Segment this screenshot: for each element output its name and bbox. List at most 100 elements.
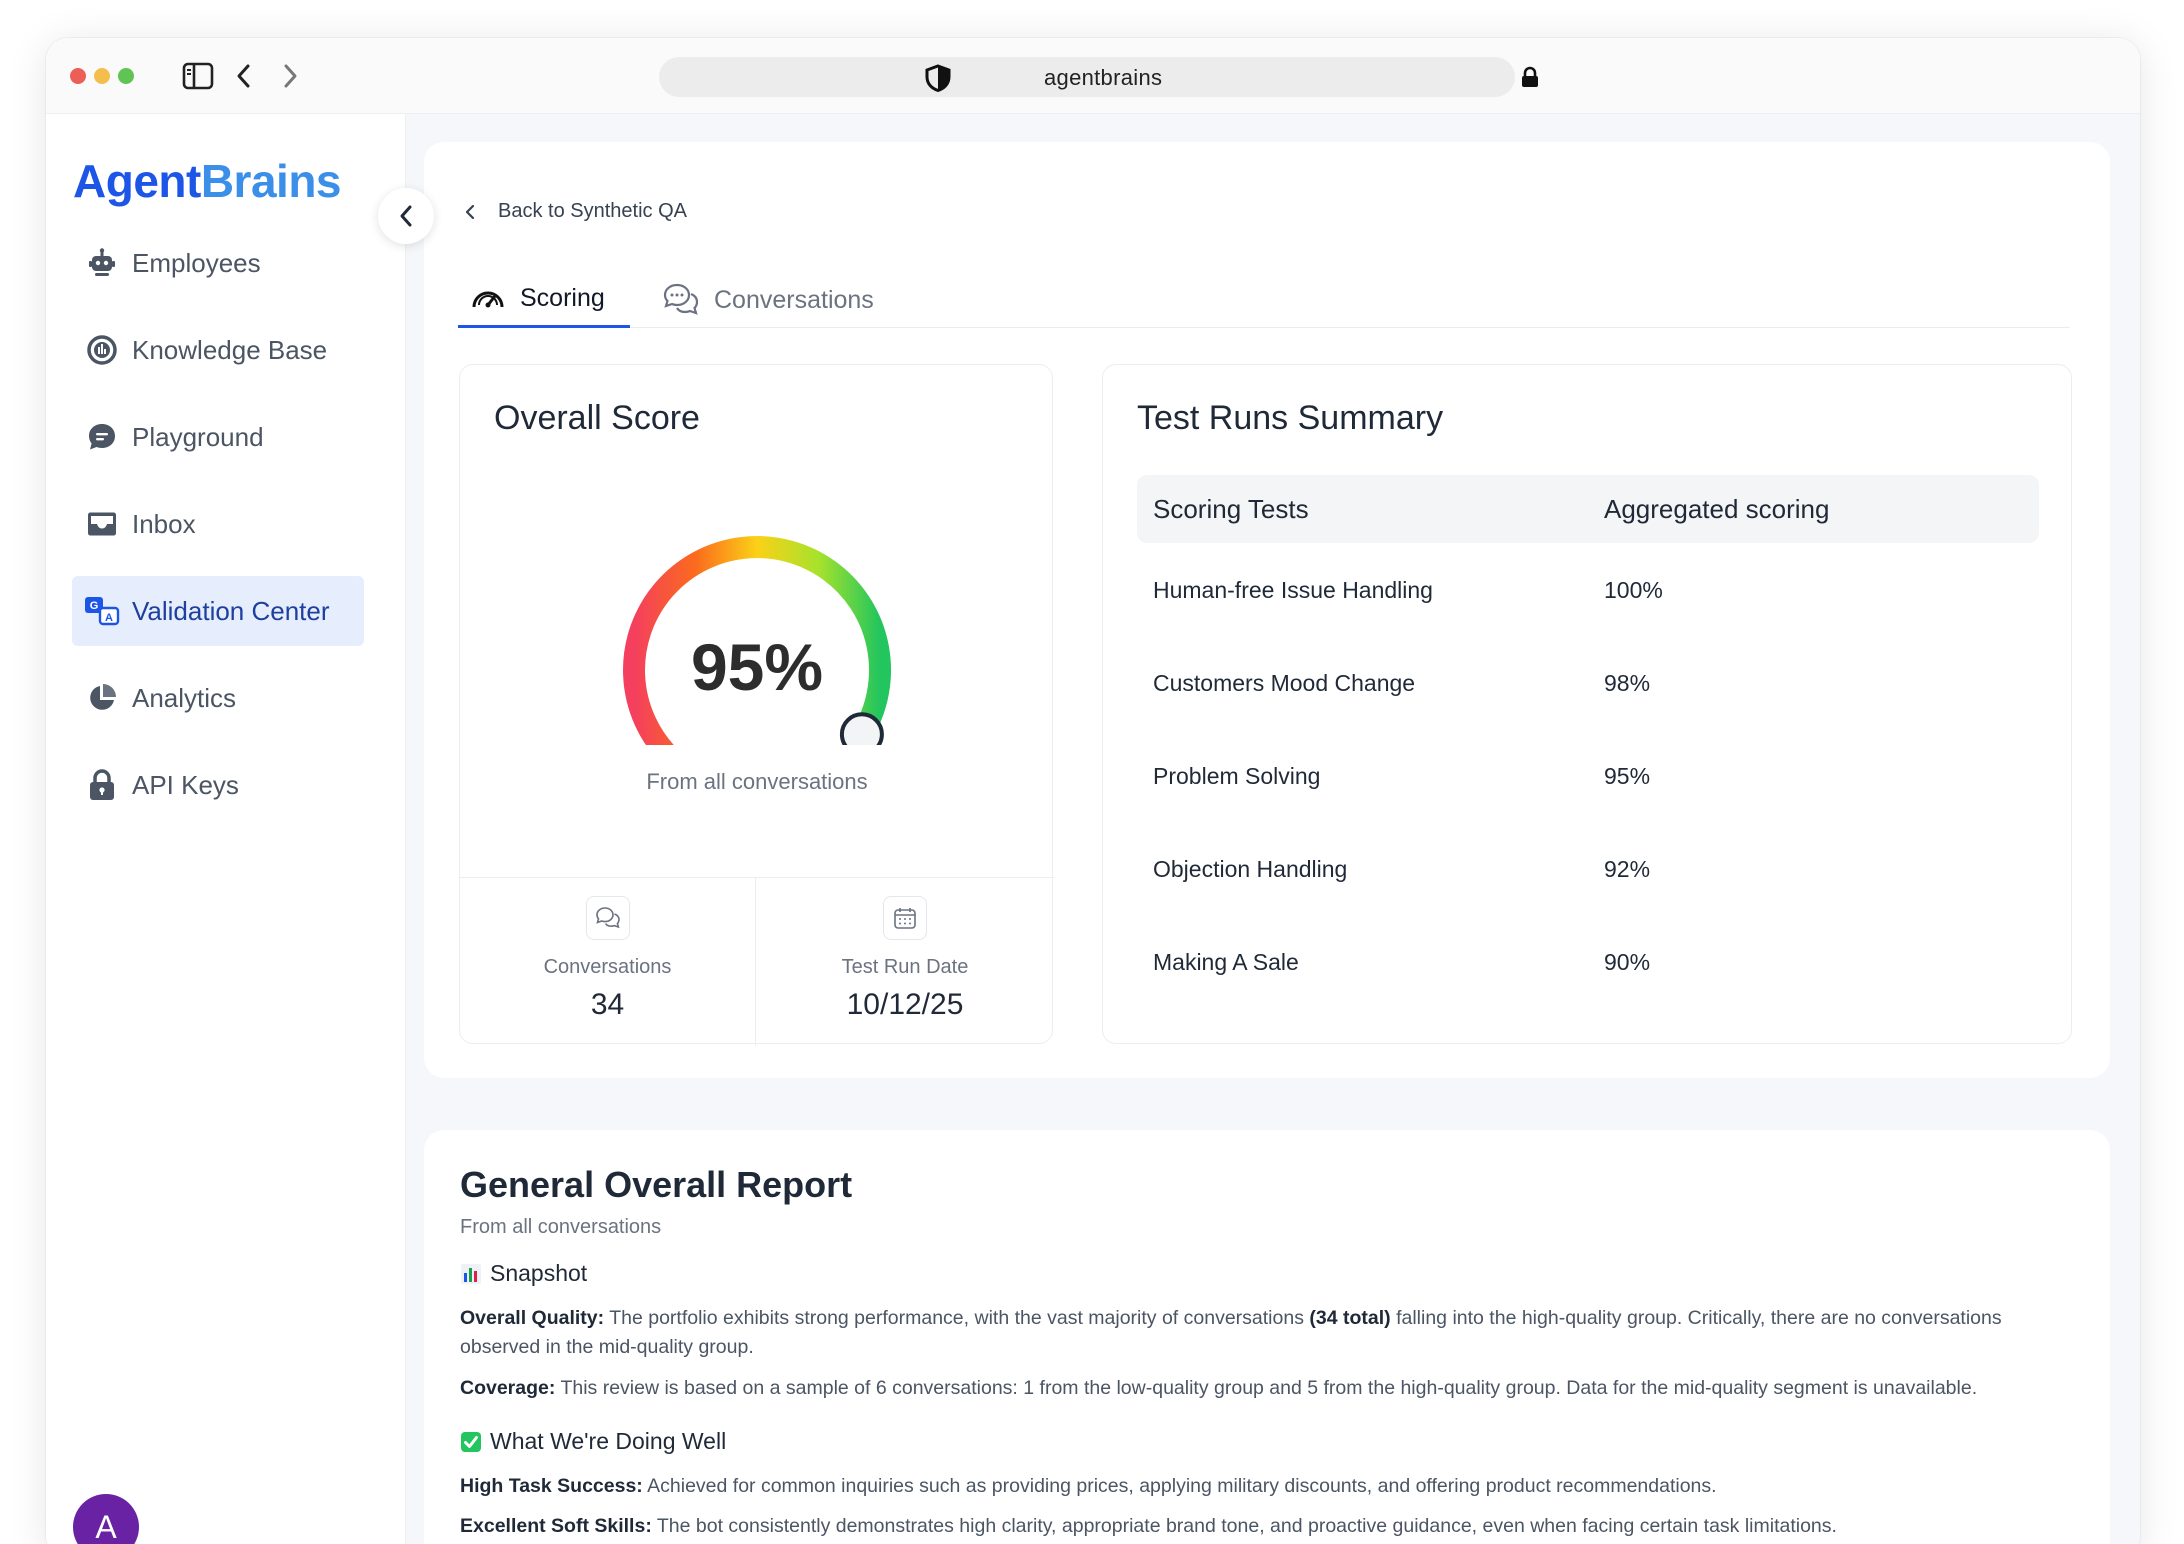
task-success-label: High Task Success: (460, 1475, 643, 1497)
conversations-stat: Conversations 34 (460, 878, 756, 1046)
knowledge-icon (72, 334, 132, 366)
check-mark-icon (460, 1431, 482, 1453)
overall-quality-paragraph: Overall Quality: The portfolio exhibits … (460, 1304, 2080, 1362)
test-run-date-stat: Test Run Date 10/12/25 (757, 878, 1053, 1046)
sidebar-item-label: API Keys (132, 770, 239, 801)
test-name: Human-free Issue Handling (1153, 577, 1433, 604)
calendar-icon (883, 896, 927, 940)
shield-icon (923, 63, 953, 98)
sidebar-item-api-keys[interactable]: API Keys (72, 750, 364, 820)
minimize-window-button[interactable] (94, 68, 110, 84)
forward-arrow-icon[interactable] (272, 58, 308, 94)
stat-value: 10/12/25 (757, 988, 1053, 1022)
test-score: 90% (1604, 949, 1650, 976)
coverage-label: Coverage: (460, 1377, 555, 1399)
doing-well-heading-text: What We're Doing Well (490, 1428, 726, 1455)
soft-skills-text: The bot consistently demonstrates high c… (657, 1515, 1837, 1537)
task-success-paragraph: High Task Success: Achieved for common i… (460, 1472, 2080, 1501)
tab-label: Conversations (714, 286, 874, 315)
tab-bar: Scoring Conversations (458, 272, 2070, 328)
sidebar-item-knowledge-base[interactable]: Knowledge Base (72, 315, 364, 385)
back-arrow-icon[interactable] (226, 58, 262, 94)
test-score: 92% (1604, 856, 1650, 883)
pie-chart-icon (72, 682, 132, 714)
back-to-synthetic-qa-link[interactable]: Back to Synthetic QA (464, 200, 687, 223)
table-header: Scoring Tests Aggregated scoring (1137, 475, 2039, 543)
table-row: Customers Mood Change 98% (1137, 670, 2039, 710)
test-name: Making A Sale (1153, 949, 1299, 976)
sidebar-item-label: Validation Center (132, 596, 330, 627)
test-score: 98% (1604, 670, 1650, 697)
bar-chart-icon (460, 1263, 482, 1285)
overall-score-subtitle: From all conversations (460, 769, 1054, 795)
snapshot-heading: Snapshot (460, 1260, 587, 1287)
score-gauge (562, 495, 952, 745)
report-title: General Overall Report (460, 1164, 852, 1206)
browser-window: agentbrains AgentBrains Employees Knowle… (46, 38, 2140, 1544)
main-content: Back to Synthetic QA Scoring Conversatio… (406, 114, 2140, 1544)
sidebar-item-inbox[interactable]: Inbox (72, 489, 364, 559)
test-runs-summary-card: Test Runs Summary Scoring Tests Aggregat… (1102, 364, 2072, 1044)
chevron-left-icon (464, 203, 476, 221)
column-header-scoring-tests: Scoring Tests (1153, 494, 1309, 525)
overall-score-value: 95% (460, 629, 1054, 705)
stat-label: Test Run Date (757, 956, 1053, 979)
sidebar-item-label: Analytics (132, 683, 236, 714)
close-window-button[interactable] (70, 68, 86, 84)
address-bar[interactable]: agentbrains (659, 57, 1515, 97)
browser-titlebar: agentbrains (46, 38, 2140, 114)
robot-icon (72, 248, 132, 278)
test-name: Problem Solving (1153, 763, 1320, 790)
sidebar-item-label: Employees (132, 248, 261, 279)
table-row: Objection Handling 92% (1137, 856, 2039, 896)
stat-label: Conversations (460, 956, 755, 979)
url-text: agentbrains (1044, 65, 1162, 91)
test-score: 100% (1604, 577, 1663, 604)
lock-icon (1520, 66, 1540, 93)
sidebar-item-label: Playground (132, 422, 264, 453)
svg-text:A: A (105, 612, 113, 624)
doing-well-heading: What We're Doing Well (460, 1428, 726, 1455)
table-row: Human-free Issue Handling 100% (1137, 577, 2039, 617)
coverage-paragraph: Coverage: This review is based on a samp… (460, 1374, 2080, 1403)
svg-text:G: G (90, 600, 99, 612)
user-avatar[interactable]: A (73, 1494, 139, 1544)
gauge-icon (470, 285, 506, 313)
sidebar-item-analytics[interactable]: Analytics (72, 663, 364, 733)
sidebar-toggle-icon[interactable] (180, 58, 216, 94)
test-runs-title: Test Runs Summary (1137, 399, 1443, 438)
inbox-icon (72, 510, 132, 538)
overall-quality-count: (34 total) (1309, 1307, 1390, 1329)
tab-scoring[interactable]: Scoring (458, 272, 630, 328)
maximize-window-button[interactable] (118, 68, 134, 84)
gauge-knob (842, 714, 882, 745)
collapse-sidebar-button[interactable] (378, 188, 434, 244)
overall-quality-text: The portfolio exhibits strong performanc… (609, 1307, 1304, 1329)
test-score: 95% (1604, 763, 1650, 790)
lock-icon (72, 768, 132, 802)
report-subtitle: From all conversations (460, 1216, 661, 1239)
general-report-panel: General Overall Report From all conversa… (424, 1130, 2110, 1544)
column-header-aggregated-scoring: Aggregated scoring (1604, 494, 1829, 525)
stat-value: 34 (460, 988, 755, 1022)
tab-conversations[interactable]: Conversations (662, 272, 874, 328)
test-name: Customers Mood Change (1153, 670, 1415, 697)
soft-skills-label: Excellent Soft Skills: (460, 1515, 652, 1537)
table-row: Problem Solving 95% (1137, 763, 2039, 803)
scoring-panel: Back to Synthetic QA Scoring Conversatio… (424, 142, 2110, 1078)
soft-skills-paragraph: Excellent Soft Skills: The bot consisten… (460, 1512, 2080, 1541)
table-row: Making A Sale 90% (1137, 949, 2039, 989)
overall-quality-label: Overall Quality: (460, 1307, 604, 1329)
sidebar-item-label: Knowledge Base (132, 335, 327, 366)
sidebar-item-employees[interactable]: Employees (72, 228, 364, 298)
overall-score-card: Overall Score 95% (459, 364, 1053, 1044)
coverage-text: This review is based on a sample of 6 co… (560, 1377, 1977, 1399)
snapshot-heading-text: Snapshot (490, 1260, 587, 1287)
agentbrains-logo[interactable]: AgentBrains (73, 154, 341, 208)
conversations-icon (586, 896, 630, 940)
score-stats: Conversations 34 Test Run Date 10/12/25 (460, 877, 1054, 1045)
sidebar-item-playground[interactable]: Playground (72, 402, 364, 472)
back-label: Back to Synthetic QA (498, 200, 687, 223)
